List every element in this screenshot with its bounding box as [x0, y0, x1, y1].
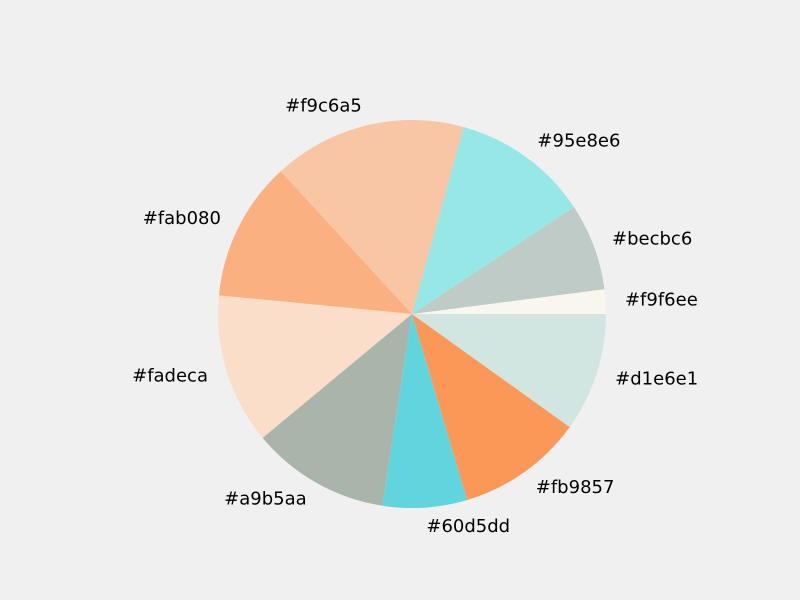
- pie-slice-d1e6e1: [412, 314, 606, 428]
- pie-slice-95e8e6: [412, 126, 574, 315]
- pie-slice-fab080: [218, 171, 412, 314]
- pie-label-a9b5aa: #a9b5aa: [224, 489, 307, 510]
- pie-label-f9c6a5: #f9c6a5: [285, 96, 362, 117]
- pie-slice-a9b5aa: [262, 314, 412, 506]
- pie-slice-fb9857: [412, 314, 570, 500]
- pie-slice-f9f6ee: [412, 289, 606, 314]
- pie-label-f9f6ee: #f9f6ee: [625, 289, 698, 310]
- pie-slices: [218, 120, 606, 509]
- pie-label-fab080: #fab080: [143, 208, 221, 229]
- pie-label-fb9857: #fb9857: [536, 477, 615, 498]
- pie-slice-fadeca: [218, 295, 412, 438]
- pie-label-becbc6: #becbc6: [612, 229, 692, 250]
- pie-slice-becbc6: [412, 207, 605, 314]
- pie-labels: #f9f6ee #becbc6 #95e8e6 #f9c6a5 #fab080 #fade…: [132, 96, 698, 537]
- pie-slice-60d5dd: [382, 314, 468, 509]
- pie-label-fadeca: #fadeca: [132, 366, 208, 387]
- pie-slice-f9c6a5: [280, 120, 464, 314]
- pie-label-95e8e6: #95e8e6: [537, 130, 620, 151]
- pie-label-d1e6e1: #d1e6e1: [615, 368, 698, 389]
- pie-label-60d5dd: #60d5dd: [426, 516, 510, 537]
